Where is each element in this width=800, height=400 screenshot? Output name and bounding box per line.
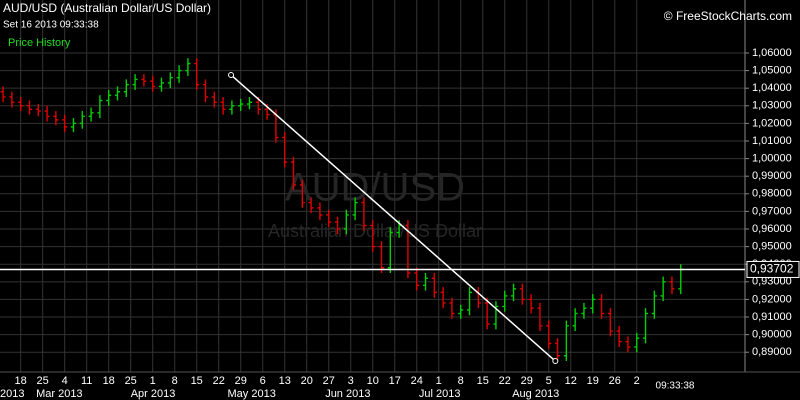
x-tick-label: 1 — [436, 375, 442, 387]
x-tick-label: 22 — [213, 375, 225, 387]
x-tick-label: 19 — [587, 375, 599, 387]
month-label: 2013 — [0, 388, 24, 400]
y-tick-label: 1,05000 — [752, 64, 792, 76]
price-label-box — [746, 260, 800, 278]
x-tick-label: 22 — [499, 375, 511, 387]
x-tick-label: 29 — [521, 375, 533, 387]
x-tick-label: 15 — [477, 375, 489, 387]
trendline-handle — [228, 71, 235, 78]
x-tick-label: 18 — [103, 375, 115, 387]
y-tick-label: 0,93000 — [752, 276, 792, 288]
chart-title: AUD/USD (Australian Dollar/US Dollar) — [3, 1, 211, 15]
y-tick-label: 1,03000 — [752, 100, 792, 112]
x-tick-label: 29 — [235, 375, 247, 387]
subtitle: Set 16 2013 09:33:38 — [3, 20, 99, 31]
x-tick-label: 27 — [323, 375, 335, 387]
x-tick-label: 1 — [150, 375, 156, 387]
trendline-handle — [552, 358, 559, 365]
credit: © FreeStockCharts.com — [664, 9, 792, 23]
x-tick-label: 8 — [458, 375, 464, 387]
y-tick-label: 1,06000 — [752, 47, 792, 59]
month-label: Jun 2013 — [325, 388, 370, 400]
y-tick-label: 0,89000 — [752, 346, 792, 358]
x-tick-label: 25 — [37, 375, 49, 387]
x-tick-label: 6 — [260, 375, 266, 387]
plot — [0, 58, 684, 362]
grid — [0, 0, 745, 372]
x-tick-label: 18 — [15, 375, 27, 387]
x-tick-label: 4 — [62, 375, 68, 387]
y-tick-label: 0,91000 — [752, 311, 792, 323]
x-tick-label: 11 — [81, 375, 92, 387]
y-tick-label: 1,04000 — [752, 82, 792, 94]
y-tick-label: 0,99000 — [752, 170, 792, 182]
month-label: Jul 2013 — [419, 388, 461, 400]
x-tick-label: 17 — [389, 375, 401, 387]
month-label: Apr 2013 — [131, 388, 176, 400]
y-tick-label: 0,96000 — [752, 223, 792, 235]
y-tick-label: 0,97000 — [752, 205, 792, 217]
y-tick-label: 1,00000 — [752, 153, 792, 165]
y-tick-label: 0,98000 — [752, 188, 792, 200]
x-tick-label: 3 — [348, 375, 354, 387]
month-label: Mar 2013 — [36, 388, 82, 400]
y-tick-label: 0,90000 — [752, 329, 792, 341]
time-label: 09:33:38 — [656, 381, 695, 392]
y-tick-label: 0,95000 — [752, 241, 792, 253]
trendline — [230, 74, 556, 362]
panel-label: Price History — [8, 37, 71, 49]
x-tick-label: 26 — [609, 375, 621, 387]
x-tick-label: 13 — [279, 375, 291, 387]
x-tick-label: 15 — [191, 375, 203, 387]
watermark-subtitle: Australian Dollar/US Dollar — [268, 221, 482, 241]
y-tick-label: 1,01000 — [752, 135, 792, 147]
x-tick-label: 2 — [634, 375, 640, 387]
month-label: May 2013 — [228, 388, 276, 400]
x-tick-label: 8 — [172, 375, 178, 387]
x-tick-label: 12 — [565, 375, 577, 387]
x-tick-label: 24 — [411, 375, 423, 387]
x-tick-label: 5 — [546, 375, 552, 387]
price-label: 0,93702 — [750, 262, 794, 276]
y-tick-label: 0,92000 — [752, 293, 792, 305]
x-tick-label: 10 — [367, 375, 379, 387]
y-tick-label: 1,02000 — [752, 117, 792, 129]
x-tick-label: 25 — [125, 375, 137, 387]
month-label: Aug 2013 — [512, 388, 559, 400]
x-tick-label: 20 — [301, 375, 313, 387]
